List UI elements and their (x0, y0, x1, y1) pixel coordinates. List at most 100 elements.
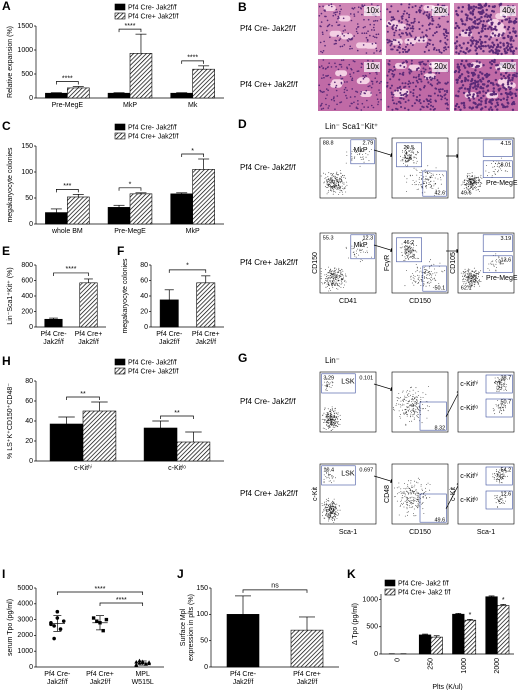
panel-letter: I (2, 567, 5, 581)
row-label: Pf4 Cre- Jak2f/f (240, 163, 296, 172)
histology-tissue (323, 5, 377, 49)
gate-label: c-Kitˡᵒ (460, 497, 478, 504)
x-tick-label: 250 (428, 658, 435, 670)
x-tick-label: whole BM (51, 228, 83, 235)
gate-value: 29.5 (403, 145, 414, 151)
histology-tissue (460, 13, 508, 38)
y-tick-label: 4000 (17, 601, 33, 608)
flow-events (320, 148, 372, 195)
legend-label: Pf4 Cre- Jak2f/f (128, 124, 177, 131)
bar (107, 92, 131, 99)
x-tick-label: Pf4 Cre- (156, 331, 183, 338)
gate-value: 62.1 (461, 286, 472, 292)
y-tick-label: 100 (21, 169, 33, 176)
arrow (445, 389, 461, 418)
legend-swatch (114, 358, 126, 366)
bar (196, 282, 216, 328)
magnification-label: 10x (366, 6, 379, 15)
y-axis-label: FcγR (384, 255, 391, 271)
significance: * (129, 182, 132, 189)
y-tick-label: 3000 (17, 616, 33, 623)
gate (350, 234, 375, 260)
y-tick-label: 0 (29, 221, 33, 228)
significance: * (469, 612, 472, 619)
flow-plot-frame (457, 232, 515, 294)
y-tick-label: 20 (25, 438, 33, 445)
x-tick-label: Pre-MegE (52, 102, 84, 109)
flow-events (400, 146, 447, 196)
bar (129, 193, 153, 225)
bar (170, 92, 193, 99)
y-tick-label: 0 (204, 664, 208, 671)
image-label-bg (500, 62, 516, 72)
y-tick-label: 80 (140, 262, 148, 269)
gate-value: 49.6 (461, 191, 472, 197)
x-tick-label: Jak2f/f (47, 679, 68, 686)
flow-title: Lin⁻ (325, 356, 340, 365)
y-tick-label: 150 (196, 585, 208, 592)
gate (422, 265, 447, 292)
x-tick-label: Pf4 Cre+ (75, 331, 103, 338)
gate (422, 170, 447, 197)
y-axis-label: % LS⁺K⁺CD150⁺CD48⁻ (7, 383, 14, 459)
significance: *** (63, 183, 71, 190)
significance: * (191, 148, 194, 155)
x-axis-label: Plts (K/ul) (432, 684, 462, 690)
flow-title: Lin⁻ Sca1⁻Kit⁺ (325, 122, 378, 131)
arrow (373, 149, 395, 158)
data-point (61, 619, 66, 623)
arrow (373, 475, 395, 484)
gate (482, 160, 513, 178)
gate-value: 3.29 (323, 375, 334, 381)
flow-events (492, 377, 507, 415)
x-tick-label: Pf4 Cre+ (86, 671, 114, 678)
y-tick-label: 0 (374, 651, 378, 658)
x-tick-label: Pre-MegE (114, 228, 146, 235)
significance-bracket (118, 187, 142, 191)
x-tick-label: Jak2f/f (233, 679, 254, 686)
flow-events (399, 241, 446, 288)
x-tick-label: Jak2f/f (297, 679, 318, 686)
significance: ** (174, 410, 180, 417)
x-tick-label: c-Kitˡᵒ (168, 465, 186, 472)
x-tick-label: Pf4 Cre+ (192, 331, 220, 338)
gate (482, 139, 513, 157)
gate-value: 54.2 (500, 467, 511, 473)
histology-tissue (330, 70, 372, 97)
x-tick-label: 1000 (461, 658, 468, 674)
image-label-bg (500, 6, 516, 16)
x-tick-label: Mk (188, 102, 198, 109)
significance-bracket (56, 81, 79, 85)
y-tick-label: 40 (140, 293, 148, 300)
x-tick-label: Pf4 Cre- (40, 331, 67, 338)
x-tick-label: 2000 (494, 658, 501, 674)
bar (170, 193, 193, 225)
data-point (55, 609, 60, 614)
flow-plot-frame (391, 137, 449, 199)
y-tick-label: 0 (29, 324, 33, 331)
x-tick-label: Pf4 Cre- (230, 671, 257, 678)
y-tick-label: 50 (25, 195, 33, 202)
bar (45, 212, 68, 225)
y-axis-label: c-Kit (312, 487, 319, 501)
gate (482, 255, 513, 273)
bar (463, 619, 477, 655)
row-label: Pf4 Cre+ Jak2f/f (240, 489, 298, 498)
flow-plot-frame (391, 232, 449, 294)
panel-letter: E (2, 244, 10, 258)
significance: **** (187, 55, 198, 62)
y-tick-label: 40 (25, 418, 33, 425)
y-tick-label: 20 (140, 308, 148, 315)
bar (107, 207, 131, 225)
magnification-label: 20x (434, 6, 447, 15)
gate (321, 373, 356, 394)
legend-label: Pf4 Cre+ Jak2f/f (128, 133, 178, 140)
flow-events (321, 467, 341, 523)
bar (497, 605, 510, 655)
panel-letter: C (2, 119, 11, 133)
panel-letter: B (238, 0, 247, 14)
gate-value: 0.101 (359, 375, 373, 381)
y-axis-label: CD150 (312, 252, 319, 274)
y-axis-label: Lin⁻Sca1⁺Kit⁺ (%) (7, 267, 14, 324)
gate-value: 42.6 (434, 191, 445, 197)
